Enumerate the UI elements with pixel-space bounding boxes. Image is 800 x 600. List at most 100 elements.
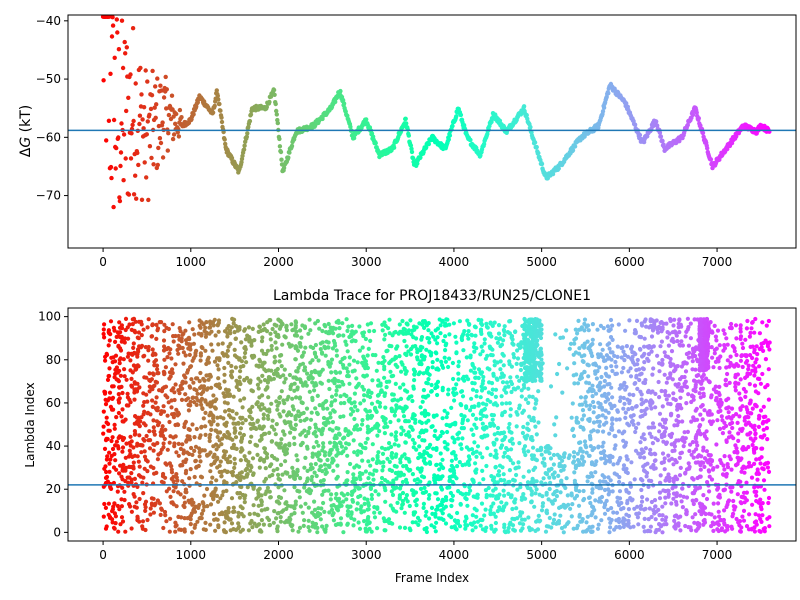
lambda-trace-point xyxy=(165,447,170,452)
free-energy-point xyxy=(446,137,451,142)
lambda-trace-point xyxy=(730,526,735,531)
lambda-trace-point xyxy=(713,334,719,339)
lambda-trace-point xyxy=(142,400,147,405)
lambda-trace-point xyxy=(754,471,759,476)
lambda-trace-point xyxy=(747,382,752,387)
lambda-trace-point xyxy=(401,464,406,469)
free-energy-point xyxy=(159,88,164,93)
y-tick-label: −50 xyxy=(36,72,61,86)
lambda-trace-point xyxy=(735,492,740,497)
free-energy-point xyxy=(101,78,106,83)
lambda-trace-point xyxy=(700,417,705,422)
lambda-trace-point xyxy=(722,467,727,472)
lambda-trace-point xyxy=(660,417,666,422)
free-energy-x-ticks: 0 1000 2000 3000 4000 5000 6000 7000 xyxy=(99,248,732,269)
lambda-trace-point xyxy=(484,324,489,329)
lambda-trace-point xyxy=(177,527,182,532)
lambda-trace-point xyxy=(644,398,649,403)
lambda-trace-point xyxy=(243,418,248,423)
lambda-trace-point xyxy=(233,365,238,370)
lambda-trace-point xyxy=(559,478,564,483)
lambda-trace-point xyxy=(304,406,310,411)
lambda-trace-point xyxy=(664,440,670,445)
lambda-trace-point xyxy=(197,446,202,451)
lambda-trace-point xyxy=(506,491,511,496)
lambda-trace-point xyxy=(365,393,370,398)
lambda-trace-point xyxy=(544,472,550,477)
lambda-trace-point xyxy=(154,336,159,341)
lambda-trace-point xyxy=(670,448,675,454)
lambda-trace-point xyxy=(413,420,418,425)
lambda-trace-point xyxy=(261,351,266,356)
lambda-trace-point xyxy=(240,506,245,511)
lambda-trace-point xyxy=(412,441,417,446)
lambda-trace-point xyxy=(360,418,365,423)
lambda-trace-point xyxy=(711,365,716,370)
free-energy-point xyxy=(275,120,280,126)
lambda-trace-point xyxy=(236,521,241,526)
lambda-trace-point xyxy=(256,488,261,493)
lambda-trace-point xyxy=(572,454,577,459)
lambda-trace-point xyxy=(502,329,507,334)
lambda-trace-point xyxy=(495,360,500,365)
lambda-trace-point xyxy=(640,495,645,500)
lambda-trace-point xyxy=(576,318,581,323)
lambda-trace-point xyxy=(317,403,322,408)
lambda-trace-point xyxy=(193,444,199,449)
lambda-trace-point xyxy=(608,317,614,323)
lambda-trace-point xyxy=(688,321,693,326)
lambda-trace-point xyxy=(181,350,186,355)
lambda-trace-point xyxy=(129,471,134,476)
lambda-trace-point xyxy=(649,465,654,470)
lambda-trace-point xyxy=(457,430,462,435)
lambda-trace-point xyxy=(403,351,408,356)
lambda-trace-point xyxy=(738,326,743,331)
lambda-trace-point xyxy=(575,381,581,386)
free-energy-point xyxy=(131,118,136,124)
lambda-trace-point xyxy=(351,438,356,443)
lambda-trace-point xyxy=(761,478,767,483)
lambda-trace-point xyxy=(362,501,367,506)
free-energy-point xyxy=(169,93,175,98)
lambda-trace-point xyxy=(710,419,716,424)
free-energy-point xyxy=(118,150,124,155)
lambda-trace-point xyxy=(564,328,569,333)
lambda-trace-point xyxy=(185,434,190,439)
lambda-trace-point xyxy=(473,461,478,466)
lambda-trace-point xyxy=(405,499,410,504)
lambda-trace-point xyxy=(236,510,241,515)
lambda-trace-point xyxy=(369,390,374,395)
lambda-trace-point xyxy=(120,445,126,450)
lambda-trace-point xyxy=(301,350,306,355)
free-energy-point xyxy=(111,204,116,210)
x-tick-label: 7000 xyxy=(702,255,733,269)
lambda-trace-point xyxy=(571,450,577,455)
lambda-trace-point xyxy=(249,434,254,439)
lambda-trace-point xyxy=(136,330,141,335)
lambda-trace-point xyxy=(169,500,174,505)
lambda-trace-point xyxy=(181,361,186,366)
lambda-trace-point xyxy=(146,438,151,443)
lambda-trace-point xyxy=(508,379,513,384)
lambda-trace-point xyxy=(603,415,608,420)
free-energy-point xyxy=(153,115,158,121)
lambda-trace-point xyxy=(167,529,172,534)
lambda-trace-point xyxy=(705,480,710,485)
lambda-trace-point xyxy=(278,495,284,500)
free-energy-point xyxy=(267,99,272,105)
lambda-trace-point xyxy=(270,418,275,423)
lambda-trace-point xyxy=(362,393,367,398)
lambda-trace-point xyxy=(751,363,756,368)
lambda-trace-point xyxy=(108,319,114,324)
lambda-trace-point xyxy=(571,526,576,531)
lambda-trace-point xyxy=(374,368,379,373)
lambda-trace-point xyxy=(474,394,479,399)
lambda-trace-point xyxy=(642,516,647,522)
lambda-trace-point xyxy=(370,442,375,447)
lambda-trace-point xyxy=(398,396,404,401)
lambda-trace-point xyxy=(307,528,312,533)
lambda-trace-point xyxy=(107,450,112,455)
free-energy-point xyxy=(170,136,176,142)
lambda-trace-point xyxy=(601,326,606,331)
free-energy-point xyxy=(338,88,343,94)
